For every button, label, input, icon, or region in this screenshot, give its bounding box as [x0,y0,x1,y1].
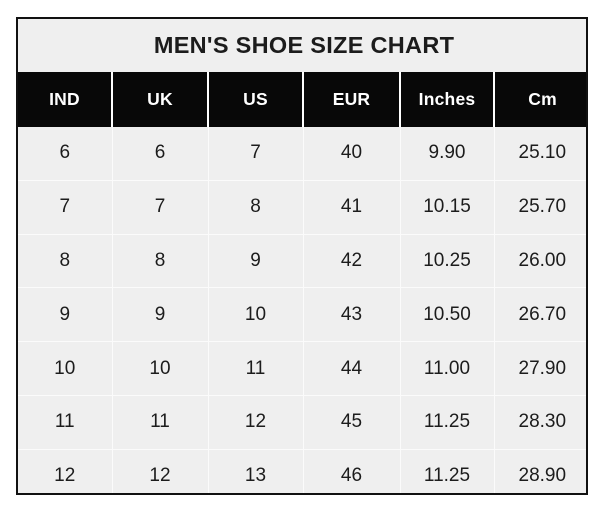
table-row: 12 12 13 46 11.25 28.90 [18,449,586,493]
table-row: 9 9 10 43 10.50 26.70 [18,287,586,343]
table-head: MEN'S SHOE SIZE CHART [18,19,586,72]
cell-us: 8 [208,180,304,235]
cell-eur: 42 [303,234,401,289]
table-row: 10 10 11 44 11.00 27.90 [18,341,586,396]
cell-ind: 11 [18,395,113,450]
cell-cm: 26.70 [494,287,586,343]
cell-ind: 8 [18,234,113,289]
cell-cm: 27.90 [494,341,586,396]
column-header-inches: Inches [400,72,495,127]
column-header-uk: UK [112,72,209,127]
cell-eur: 41 [303,180,401,235]
cell-us: 7 [208,127,304,181]
column-header-ind: IND [18,72,113,127]
cell-cm: 28.90 [494,449,586,493]
shoe-size-table: MEN'S SHOE SIZE CHART IND UK US EUR Inch… [18,19,586,493]
cell-ind: 9 [18,287,113,343]
size-chart-container: MEN'S SHOE SIZE CHART IND UK US EUR Inch… [16,17,588,495]
cell-inches: 10.50 [400,287,495,343]
cell-eur: 43 [303,287,401,343]
table-row: 7 7 8 41 10.15 25.70 [18,180,586,235]
cell-ind: 7 [18,180,113,235]
cell-uk: 12 [112,449,209,493]
cell-eur: 46 [303,449,401,493]
table-column-header-row: IND UK US EUR Inches Cm [18,72,586,127]
cell-uk: 11 [112,395,209,450]
cell-uk: 8 [112,234,209,289]
cell-inches: 11.00 [400,341,495,396]
cell-eur: 40 [303,127,401,181]
cell-us: 11 [208,341,304,396]
cell-inches: 11.25 [400,449,495,493]
cell-uk: 7 [112,180,209,235]
table-row: 6 6 7 40 9.90 25.10 [18,127,586,181]
cell-uk: 9 [112,287,209,343]
cell-ind: 10 [18,341,113,396]
table-row: 11 11 12 45 11.25 28.30 [18,395,586,450]
cell-inches: 11.25 [400,395,495,450]
column-header-us: US [208,72,304,127]
cell-us: 10 [208,287,304,343]
table-title-cell: MEN'S SHOE SIZE CHART [18,19,586,72]
cell-eur: 45 [303,395,401,450]
cell-us: 13 [208,449,304,493]
cell-us: 12 [208,395,304,450]
table-body: 6 6 7 40 9.90 25.10 7 7 8 41 10.15 25.70… [18,127,586,493]
cell-uk: 6 [112,127,209,181]
cell-uk: 10 [112,341,209,396]
cell-cm: 26.00 [494,234,586,289]
column-header-cm: Cm [494,72,586,127]
cell-ind: 12 [18,449,113,493]
table-title-row: MEN'S SHOE SIZE CHART [18,19,586,72]
cell-cm: 25.70 [494,180,586,235]
page-title: MEN'S SHOE SIZE CHART [153,31,455,58]
column-header-eur: EUR [303,72,401,127]
cell-cm: 28.30 [494,395,586,450]
cell-cm: 25.10 [494,127,586,181]
cell-us: 9 [208,234,304,289]
cell-inches: 10.15 [400,180,495,235]
cell-inches: 10.25 [400,234,495,289]
cell-ind: 6 [18,127,113,181]
cell-inches: 9.90 [400,127,495,181]
table-row: 8 8 9 42 10.25 26.00 [18,234,586,289]
cell-eur: 44 [303,341,401,396]
